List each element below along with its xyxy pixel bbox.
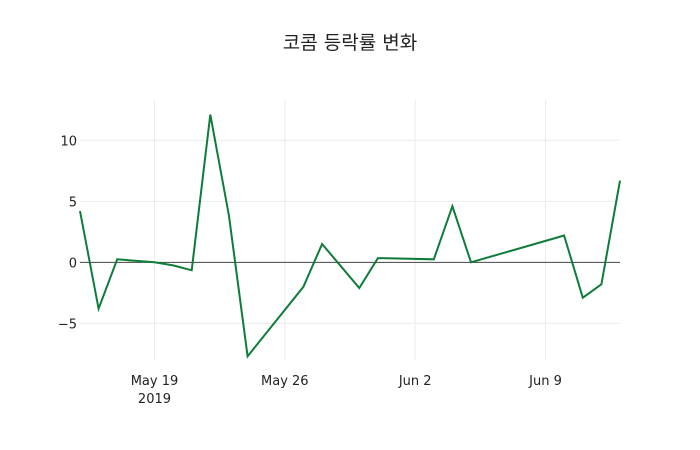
y-tick-label: 5 <box>69 195 77 210</box>
x-tick-label: May 26 <box>261 374 309 389</box>
data-line[interactable] <box>79 114 621 359</box>
x-tick-sublabel: 2019 <box>138 392 171 407</box>
y-tick-label: 0 <box>69 256 77 271</box>
x-tick-label: May 19 <box>131 374 179 389</box>
y-tick-label: −5 <box>58 317 77 332</box>
grid-lines <box>80 100 620 360</box>
y-axis: 10 5 0 −5 <box>58 134 77 332</box>
x-tick-label: Jun 9 <box>528 374 562 389</box>
series-line <box>79 114 621 359</box>
y-tick-label: 10 <box>60 134 77 149</box>
chart-title: 코콤 등락률 변화 <box>282 32 418 54</box>
x-axis: May 19 2019 May 26 Jun 2 Jun 9 <box>131 374 562 407</box>
x-tick-label: Jun 2 <box>398 374 432 389</box>
